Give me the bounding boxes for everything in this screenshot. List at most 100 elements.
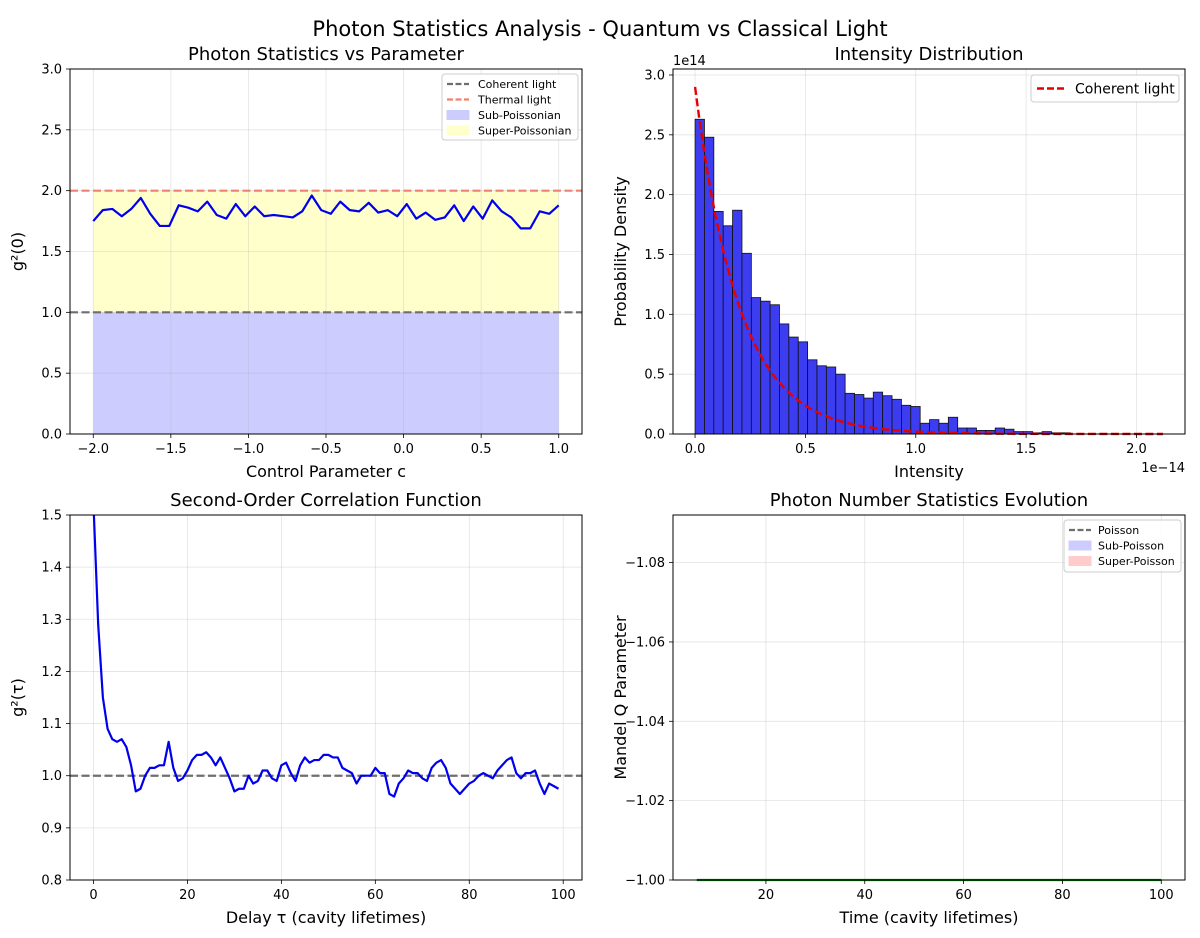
x-tick-label: 60 <box>367 888 384 903</box>
y-tick-label: 1.5 <box>41 509 62 524</box>
legend-label: Poisson <box>1098 524 1139 537</box>
legend-label: Thermal light <box>477 94 552 107</box>
histogram-bar <box>779 323 790 435</box>
x-axis-label: Time (cavity lifetimes) <box>839 908 1019 927</box>
x-axis-label: Delay τ (cavity lifetimes) <box>226 908 426 927</box>
y-tick-label: 2.0 <box>41 184 62 199</box>
y-tick-label: −1.04 <box>625 715 665 730</box>
x-tick-label: 60 <box>955 888 972 903</box>
y-tick-label: 1.0 <box>41 306 62 321</box>
histogram-bar <box>788 336 799 435</box>
x-tick-label: 40 <box>273 888 290 903</box>
x-tick-label: 2.0 <box>1126 442 1147 457</box>
x-tick-label: −0.5 <box>310 442 342 457</box>
chart-title: Photon Statistics vs Parameter <box>188 44 464 65</box>
y-tick-label: 2.0 <box>644 188 665 203</box>
chart-title: Second-Order Correlation Function <box>170 490 482 511</box>
legend: Coherent light Thermal light Sub-Poissonia… <box>441 73 579 141</box>
histogram-bar <box>816 365 827 435</box>
y-axis-label: g²(τ) <box>8 678 27 717</box>
histogram-bar <box>901 404 912 435</box>
x-tick-label: −1.5 <box>155 442 187 457</box>
y-tick-label: 3.0 <box>644 68 665 83</box>
legend-label: Sub-Poissonian <box>478 109 561 122</box>
histogram-bar <box>769 304 780 435</box>
histogram-bar <box>732 209 743 435</box>
y-tick-label: −1.02 <box>625 794 665 809</box>
y-tick-label: −1.08 <box>625 556 665 571</box>
legend-label: Super-Poisson <box>1098 555 1175 568</box>
histogram-bar <box>947 416 959 435</box>
y-tick-label: 2.5 <box>644 128 665 143</box>
y-tick-label: 0.0 <box>644 428 665 443</box>
histogram-bar <box>694 118 705 435</box>
histogram-bar <box>891 398 902 435</box>
legend: Coherent light <box>1030 74 1180 103</box>
plot-frame <box>672 68 1186 435</box>
chart-title: Photon Number Statistics Evolution <box>770 490 1088 511</box>
y-tick-label: 1.2 <box>41 665 62 680</box>
x-tick-label: 100 <box>1149 888 1174 903</box>
legend-label: Coherent light <box>478 78 557 91</box>
x-axis-label: Intensity <box>894 462 964 481</box>
x-axis-label: Control Parameter c <box>246 462 406 481</box>
y-tick-label: 0.0 <box>41 428 62 443</box>
coherent-curve <box>693 86 1163 436</box>
series-line <box>92 515 560 798</box>
legend: Poisson Sub-Poisson Super-Poisson <box>1063 519 1182 573</box>
x-tick-label: 0.5 <box>471 442 492 457</box>
series-line <box>92 194 560 230</box>
x-tick-label: 1.0 <box>905 442 926 457</box>
y-axis-label: Probability Density <box>611 176 630 327</box>
y-tick-label: 1.0 <box>41 769 62 784</box>
x-offset-label: 1e−14 <box>1141 461 1185 476</box>
plot-frame <box>672 514 1186 881</box>
x-tick-label: 0 <box>89 888 97 903</box>
x-tick-label: 1.5 <box>1016 442 1037 457</box>
legend-frame <box>1030 74 1180 103</box>
legend-frame <box>1063 519 1182 573</box>
chart-correlation-function: 0 20 40 60 80 100 0.8 0.9 1.0 1.1 1.2 1.3 1.4 1.5 Sec… <box>8 490 583 927</box>
y-tick-label: 1.3 <box>41 613 62 628</box>
chart-mandel-q: 20 40 60 80 100 −1.00 −1.02 −1.04 −1.06 −1.08 Pho… <box>611 490 1186 927</box>
legend-swatch <box>446 110 470 120</box>
y-offset-label: 1e14 <box>673 54 706 69</box>
chart-photon-statistics: −2.0 −1.5 −1.0 −0.5 0.0 0.5 1.0 0.0 0.5 1.0 1.5 2.0… <box>8 44 583 481</box>
legend-label: Coherent light <box>1075 82 1175 98</box>
histogram-bar <box>854 394 865 435</box>
y-tick-label: 1.0 <box>644 308 665 323</box>
x-tick-label: 80 <box>1054 888 1071 903</box>
figure-title: Photon Statistics Analysis - Quantum vs … <box>312 17 887 41</box>
y-tick-label: 0.5 <box>41 367 62 382</box>
histogram-bar <box>797 341 809 435</box>
histogram-bar <box>844 392 855 435</box>
y-tick-label: 0.8 <box>41 874 62 889</box>
x-tick-label: −1.0 <box>233 442 265 457</box>
y-tick-label: 3.0 <box>41 63 62 78</box>
y-tick-label: −1.00 <box>625 874 665 889</box>
legend-label: Super-Poissonian <box>478 125 571 138</box>
legend-swatch <box>446 125 470 136</box>
y-tick-label: 2.5 <box>41 123 62 138</box>
fill-region <box>93 312 559 434</box>
x-tick-label: 100 <box>551 888 576 903</box>
x-tick-label: 0.0 <box>685 442 706 457</box>
histogram-bar <box>825 366 837 435</box>
x-tick-label: 0.0 <box>393 442 414 457</box>
x-tick-label: 80 <box>461 888 478 903</box>
y-tick-label: 1.5 <box>644 248 665 263</box>
legend-label: Sub-Poisson <box>1098 540 1164 553</box>
y-tick-label: 1.1 <box>41 717 62 732</box>
x-tick-label: 40 <box>856 888 873 903</box>
histogram-bar <box>713 211 724 435</box>
y-tick-label: −1.06 <box>625 635 665 650</box>
y-tick-label: 0.9 <box>41 821 62 836</box>
legend-swatch <box>1068 540 1092 551</box>
x-tick-label: 20 <box>758 888 775 903</box>
plot-frame <box>69 514 583 881</box>
x-tick-label: 0.5 <box>795 442 816 457</box>
histogram-bar <box>835 373 846 435</box>
chart-title: Intensity Distribution <box>834 44 1023 65</box>
y-tick-label: 1.5 <box>41 245 62 260</box>
